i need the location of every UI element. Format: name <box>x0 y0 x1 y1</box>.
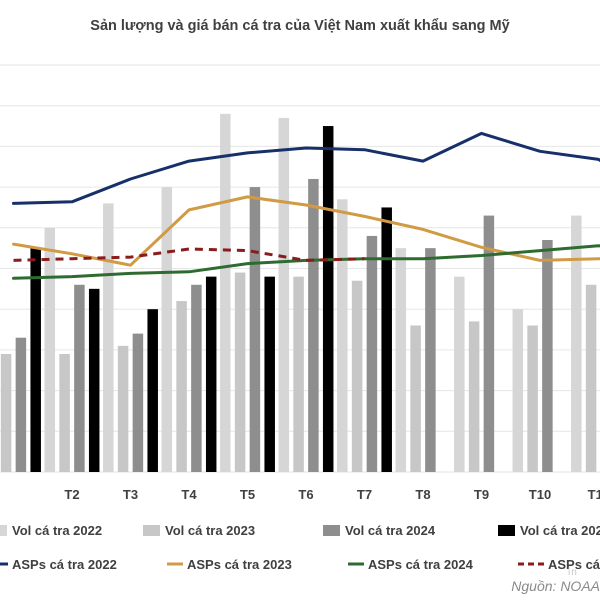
bar-vol-ca-tra-2022-t2 <box>44 227 56 472</box>
bar-vol-ca-tra-2023-t7 <box>351 280 363 472</box>
line-asps-ca-tra-2023 <box>12 195 600 267</box>
bar-vol-ca-tra-2024-t1 <box>15 337 27 472</box>
bar-vol-ca-tra-2022-t4 <box>161 187 173 472</box>
source-note: Nguồn: NOAA <box>511 578 600 594</box>
bar-vol-ca-tra-2023-t8 <box>410 325 421 472</box>
bar-vol-ca-tra-2024-t3 <box>132 333 144 472</box>
line-series-group <box>12 131 600 280</box>
bar-vol-ca-tra-2023-t9 <box>468 321 480 472</box>
bar-vol-ca-tra-2022-t7 <box>337 199 348 472</box>
x-tick-label-t2: T2 <box>64 487 79 502</box>
bar-vol-ca-tra-2022-t8 <box>395 248 407 472</box>
bar-vol-ca-tra-2022-t9 <box>454 276 465 472</box>
bar-vol-ca-tra-2025-t7 <box>381 207 392 472</box>
legend-swatch-vol-ca-tra-2022 <box>0 525 7 536</box>
legend-swatch-vol-ca-tra-2024 <box>323 525 340 536</box>
bar-vol-ca-tra-2025-t1 <box>30 248 41 472</box>
bar-vol-ca-tra-2024-t10 <box>542 240 553 472</box>
x-tick-label-t9: T9 <box>474 487 489 502</box>
line-asps-ca-tra-2025 <box>13 247 365 262</box>
bar-vol-ca-tra-2023-t2 <box>59 353 70 472</box>
bar-vol-ca-tra-2022-t6 <box>278 117 290 472</box>
bar-vol-ca-tra-2023-t11 <box>585 284 597 472</box>
legend-label-vol-ca-tra-2025: Vol cá tra 2025 <box>520 523 600 538</box>
bar-vol-ca-tra-2025-t2 <box>88 288 100 472</box>
bar-vol-ca-tra-2024-t4 <box>191 284 202 472</box>
bar-vol-ca-tra-2023-t6 <box>293 276 304 472</box>
line-asps-ca-tra-2024 <box>12 244 600 280</box>
legend-label-asps-ca-tra-2024: ASPs cá tra 2024 <box>368 557 474 572</box>
legend-label-vol-ca-tra-2022: Vol cá tra 2022 <box>12 523 102 538</box>
x-axis: T2 T3 T4 T5 T6 T7 T8 T9 T10 T11 <box>64 487 600 502</box>
bar-vol-ca-tra-2023-t1 <box>0 353 12 472</box>
x-tick-label-t10: T10 <box>529 487 551 502</box>
bar-vol-ca-tra-2022-t5 <box>220 113 231 472</box>
watermark-text: in <box>568 567 578 578</box>
x-tick-label-t3: T3 <box>123 487 138 502</box>
x-tick-label-t5: T5 <box>240 487 255 502</box>
bar-vol-ca-tra-2024-t7 <box>366 235 378 472</box>
x-tick-label-t7: T7 <box>357 487 372 502</box>
legend-label-asps-ca-tra-2023: ASPs cá tra 2023 <box>187 557 292 572</box>
legend-swatch-vol-ca-tra-2025 <box>498 525 515 536</box>
x-tick-label-t6: T6 <box>298 487 313 502</box>
bar-vol-ca-tra-2022-t11 <box>571 215 582 472</box>
bar-vol-ca-tra-2025-t3 <box>147 309 158 472</box>
legend-swatch-vol-ca-tra-2023 <box>143 525 160 536</box>
bar-vol-ca-tra-2022-t10 <box>512 309 524 472</box>
bar-vol-ca-tra-2024-t2 <box>74 284 85 472</box>
bar-vol-ca-tra-2025-t4 <box>205 276 217 472</box>
legend-label-asps-ca-tra-2022: ASPs cá tra 2022 <box>12 557 117 572</box>
bar-vol-ca-tra-2025-t6 <box>322 126 334 473</box>
x-tick-label-t8: T8 <box>415 487 430 502</box>
bar-series-group <box>0 113 597 473</box>
legend-label-vol-ca-tra-2024: Vol cá tra 2024 <box>345 523 436 538</box>
bar-vol-ca-tra-2024-t9 <box>483 215 495 472</box>
bar-vol-ca-tra-2023-t5 <box>234 272 246 472</box>
bar-vol-ca-tra-2022-t3 <box>103 203 114 472</box>
bar-vol-ca-tra-2024-t8 <box>425 248 436 472</box>
x-tick-label-t11: T11 <box>588 487 600 502</box>
bar-vol-ca-tra-2023-t10 <box>527 325 538 472</box>
x-tick-label-t4: T4 <box>181 487 197 502</box>
line-asps-ca-tra-2022 <box>12 131 600 205</box>
bar-vol-ca-tra-2023-t4 <box>176 301 187 472</box>
legend-label-asps-ca-tra-2025: ASPs cá tra 2025 <box>548 557 600 572</box>
bar-vol-ca-tra-2024-t6 <box>308 178 319 472</box>
legend-label-vol-ca-tra-2023: Vol cá tra 2023 <box>165 523 255 538</box>
chart-title: Sản lượng và giá bán cá tra của Việt Nam… <box>90 18 510 34</box>
legend: Vol cá tra 2022 Vol cá tra 2023 Vol cá tra… <box>0 523 600 572</box>
bar-vol-ca-tra-2023-t3 <box>117 345 129 472</box>
bar-vol-ca-tra-2025-t5 <box>264 276 275 472</box>
bar-vol-ca-tra-2024-t5 <box>249 187 261 472</box>
